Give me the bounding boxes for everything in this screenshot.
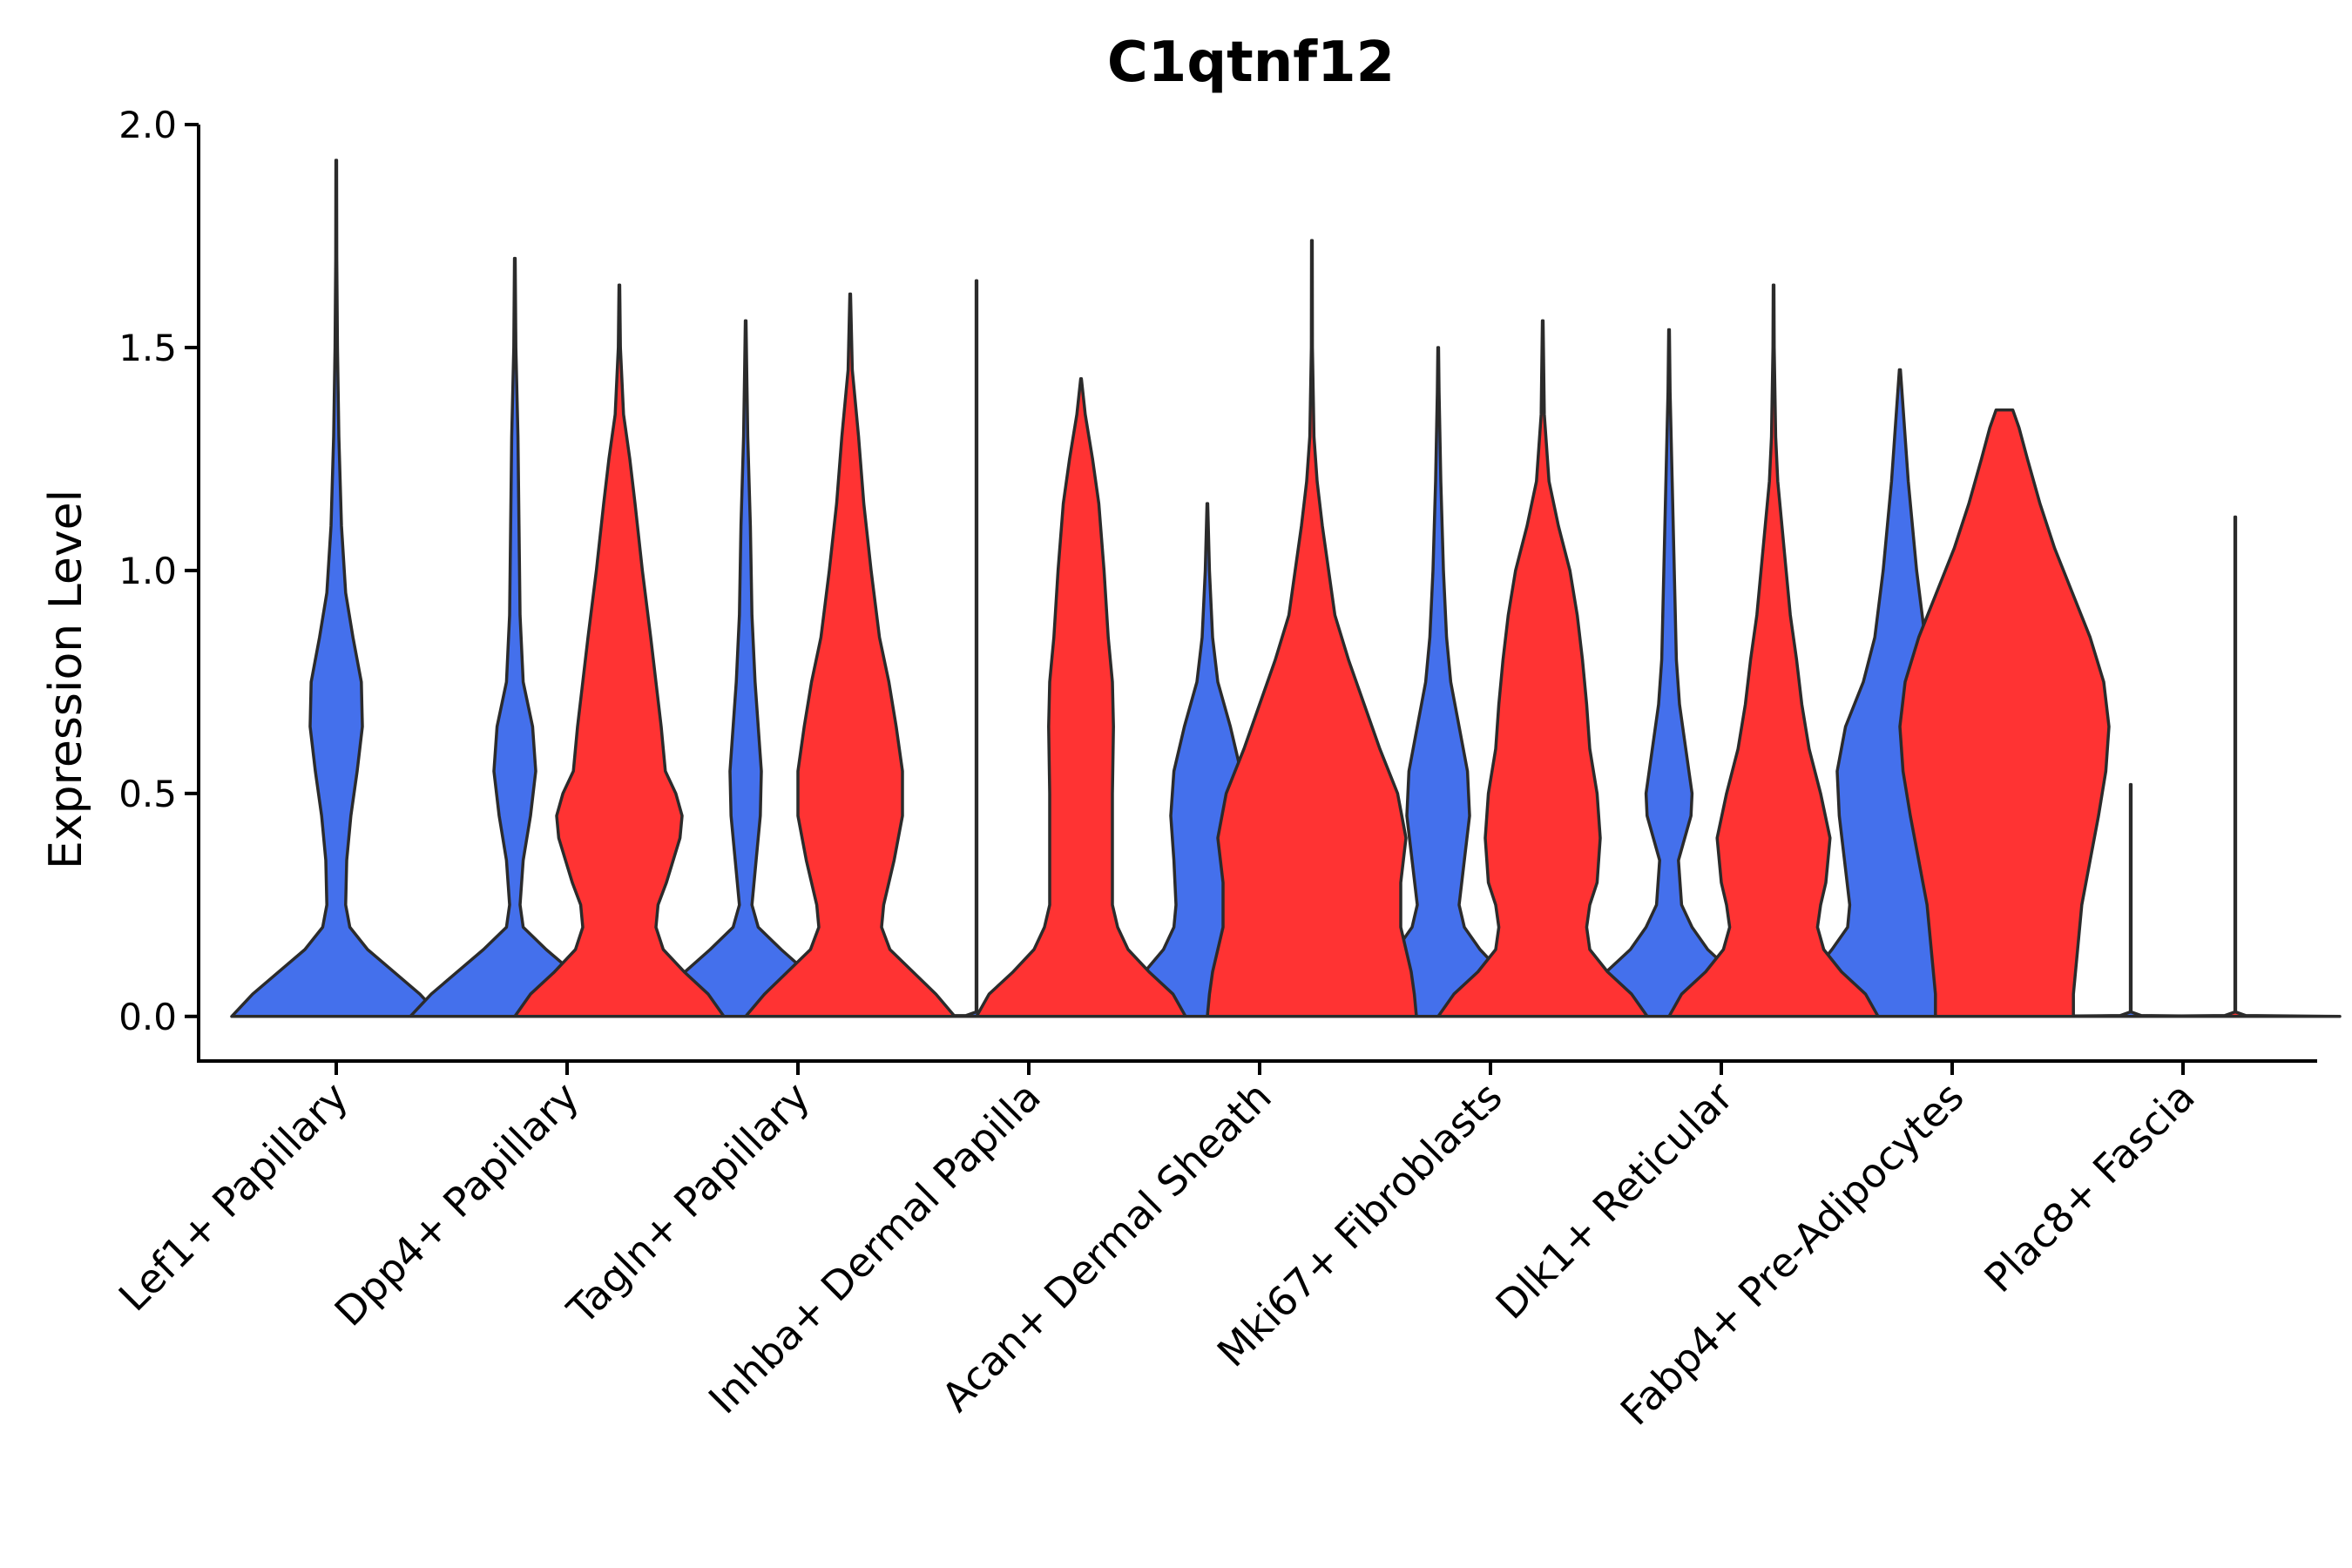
violin-group-2-plac8-fascia — [2129, 515, 2342, 1018]
y-ticks: 0.0 0.5 1.0 1.5 2.0 — [118, 104, 199, 1038]
y-tick-label: 1.5 — [118, 327, 177, 369]
x-tick-label-plac8-fascia: Plac8+ Fascia — [1975, 1073, 2203, 1301]
y-tick-label: 1.0 — [118, 550, 177, 592]
y-tick-label: 2.0 — [118, 104, 177, 146]
y-tick-label: 0.0 — [118, 996, 177, 1038]
chart-title: C1qtnf12 — [1107, 30, 1395, 95]
y-tick-label: 0.5 — [118, 773, 177, 815]
violin-group-2-tagln-papillary — [744, 292, 956, 1018]
y-axis-label: Expression Level — [40, 490, 92, 869]
x-tick-label-tagln-papillary: Tagln+ Papillary — [558, 1073, 819, 1335]
axes — [197, 125, 2317, 1063]
violin-group-1-tagln-papillary — [639, 319, 852, 1018]
violin-group-2-dlk1-reticular — [1667, 283, 1880, 1018]
violin-group-1-lef1-papillary — [230, 159, 443, 1018]
violin-group-2-mki67-fibroblasts — [1436, 319, 1649, 1018]
violins-layer — [230, 159, 2342, 1018]
violin-group-2-acan-dermal-sheath — [1206, 239, 1418, 1018]
violin-group-2-dpp4-papillary — [513, 283, 726, 1018]
violin-group-1-dpp4-papillary — [409, 256, 621, 1018]
x-tick-label-lef1-papillary: Lef1+ Papillary — [110, 1073, 357, 1321]
violin-group-2-fabp4-pre-adipocytes — [1898, 408, 2111, 1018]
x-tick-label-dlk1-reticular: Dlk1+ Reticular — [1487, 1073, 1742, 1328]
violin-group-1-mki67-fibroblasts — [1332, 346, 1544, 1018]
x-tick-label-dpp4-papillary: Dpp4+ Papillary — [326, 1073, 588, 1335]
violin-group-1-dlk1-reticular — [1563, 328, 1775, 1018]
violin-group-2-inhba-dermal-papilla — [975, 377, 1187, 1018]
